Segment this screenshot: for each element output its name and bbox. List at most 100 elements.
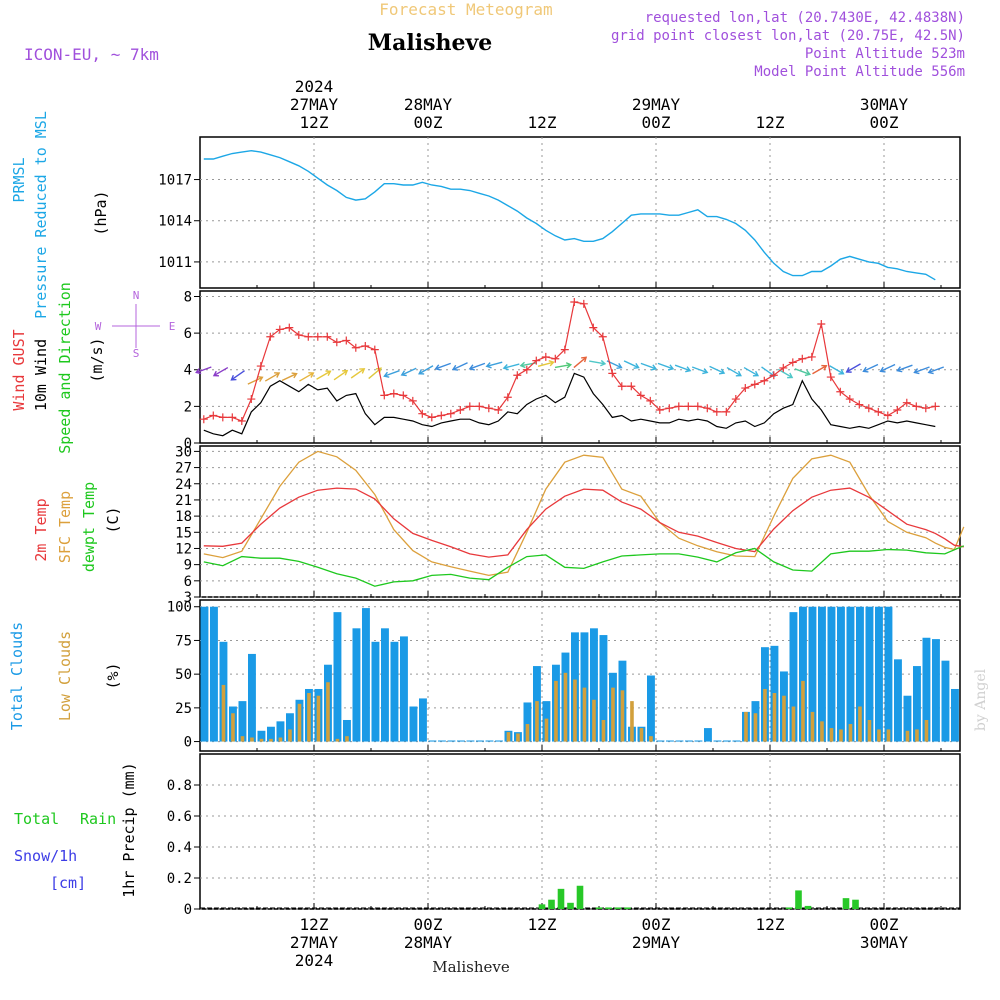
- cloud-low-bar: [829, 728, 834, 742]
- cloud-total-bar: [466, 740, 475, 742]
- wind-gust-marker: [427, 413, 436, 422]
- wind-arrow-head: [359, 368, 366, 374]
- top-hour-label: 12Z: [300, 113, 329, 132]
- wind-gust-marker: [807, 352, 816, 361]
- wind-arrow-head: [383, 371, 390, 378]
- precip-snow-title: Snow/1h: [14, 847, 77, 865]
- cloud-total-bar: [723, 740, 731, 742]
- wind-gust-marker: [798, 354, 807, 363]
- cloud-total-bar: [362, 608, 370, 742]
- wind-arrow-shaft: [623, 360, 639, 369]
- wind-gust-marker: [551, 354, 560, 363]
- wind-gust-marker: [665, 404, 674, 413]
- cloud-total-bar: [438, 740, 446, 742]
- bottom-year-label: 2024: [295, 951, 334, 970]
- precipitation-ytick-label: 0: [184, 902, 192, 918]
- wind-gust-marker: [703, 404, 712, 413]
- wind-arrow-head: [325, 370, 332, 376]
- cloud-low-bar: [848, 724, 853, 742]
- temperature-ytick-label: 15: [175, 525, 192, 541]
- wind-gust-marker: [874, 407, 883, 416]
- cloud-low-bar: [288, 729, 292, 742]
- cloud-low-bar: [345, 736, 349, 742]
- wind-ytick-label: 4: [184, 363, 192, 379]
- top-date-label: 27MAY: [290, 95, 339, 114]
- cloud-total-bar: [875, 606, 883, 742]
- wind-arrow-head: [685, 366, 692, 373]
- wind-gust-marker: [750, 380, 759, 389]
- cloud-low-bar: [886, 729, 891, 742]
- wind-arrow-shaft: [554, 364, 571, 369]
- precipitation-ytick-label: 0.4: [167, 840, 192, 856]
- bottom-date-label: 30MAY: [860, 933, 909, 952]
- bottom-hour-label: 12Z: [528, 915, 557, 934]
- cloud-total-bar: [200, 606, 209, 742]
- wind-arrow-head: [702, 368, 709, 375]
- requested-coords: requested lon,lat (20.7430E, 42.4838N): [645, 10, 965, 26]
- wind-gust-marker: [712, 407, 721, 416]
- cloud-total-bar: [941, 660, 950, 742]
- wind-arrow-shaft: [589, 360, 606, 365]
- wind-gust-marker: [731, 395, 740, 404]
- model-altitude: Model Point Altitude 556m: [754, 64, 965, 80]
- wind-arrow-head: [274, 372, 281, 378]
- pressure-frame: [199, 136, 961, 289]
- wind-gust-marker: [456, 406, 465, 415]
- pressure-title-2: Pressure Reduced to MSL: [32, 111, 50, 319]
- clouds-frame: [199, 599, 961, 752]
- temperature-ytick-label: 30: [175, 444, 192, 460]
- pressure-ytick-label: 1011: [158, 255, 192, 271]
- cloud-total-bar: [599, 635, 608, 742]
- wind-arrow-shaft: [863, 363, 879, 372]
- compass-e: E: [169, 320, 176, 333]
- wind-10m-line: [203, 372, 936, 437]
- cloud-low-bar: [269, 738, 273, 742]
- cloud-low-bar: [620, 690, 625, 742]
- wind-gust-marker: [864, 404, 873, 413]
- wind-gust-marker: [332, 338, 341, 347]
- temperature-ytick-label: 21: [175, 493, 192, 509]
- cloud-low-bar: [630, 701, 634, 742]
- cloud-total-bar: [856, 606, 864, 742]
- point-altitude: Point Altitude 523m: [805, 46, 965, 62]
- wind-arrow-shaft: [247, 376, 263, 385]
- wind-gust-marker: [598, 332, 607, 341]
- rain-bar: [605, 907, 612, 909]
- wind-arrow-shaft: [264, 372, 280, 382]
- temp-sfc-line: [203, 450, 965, 577]
- wind-arrow-shaft: [829, 365, 844, 375]
- panels: 1011101410170246836912151821242730025507…: [158, 136, 965, 918]
- wind-gust-marker: [209, 411, 218, 420]
- cloud-low-bar: [915, 729, 919, 742]
- temp-2m-title: 2m Temp: [32, 498, 50, 561]
- precipitation-ytick-label: 0.8: [167, 778, 192, 794]
- wind-arrow-head: [342, 369, 349, 376]
- cloud-low-bar: [763, 688, 767, 742]
- wind-unit: (m/s): [88, 337, 106, 382]
- cloud-total-bar: [419, 698, 427, 742]
- wind-gust-marker: [446, 409, 455, 418]
- wind-gust-marker: [465, 402, 474, 411]
- precip-axis-title: 1hr Precip (mm): [120, 762, 138, 897]
- wind-arrow-shaft: [418, 365, 434, 375]
- cloud-total-bar: [894, 659, 902, 742]
- wind-arrow-head: [879, 366, 886, 373]
- temperature-ytick-label: 18: [175, 509, 192, 525]
- wind-gust-marker: [902, 398, 911, 407]
- wind-arrow-shaft: [281, 373, 297, 382]
- wind-arrow-shaft: [316, 370, 331, 380]
- wind-ytick-label: 2: [184, 399, 192, 415]
- wind-arrow-shaft: [401, 367, 417, 376]
- cloud-low-bar: [582, 687, 587, 742]
- cloud-total-bar: [799, 606, 807, 742]
- wind-gust-marker: [646, 396, 655, 405]
- cloud-total-bar: [257, 730, 266, 742]
- wind-arrow-shaft: [897, 364, 913, 372]
- wind-arrow-shaft: [846, 363, 861, 373]
- clouds-unit: (%): [104, 662, 122, 689]
- bottom-hour-label: 12Z: [300, 915, 329, 934]
- cloud-low-bar: [573, 679, 577, 742]
- precip-total-title: Total: [14, 810, 59, 828]
- cloud-low-bar: [535, 701, 539, 742]
- cloud-low-bar: [516, 733, 520, 742]
